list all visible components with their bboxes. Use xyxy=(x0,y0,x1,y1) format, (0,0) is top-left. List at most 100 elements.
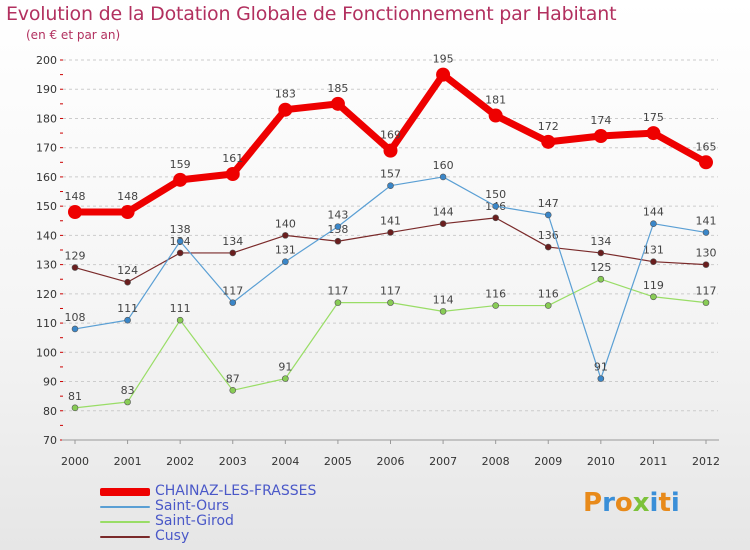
x-tick-label: 2004 xyxy=(271,455,299,468)
data-point xyxy=(439,220,447,227)
data-label: 131 xyxy=(275,244,296,257)
y-tick-label: 180 xyxy=(36,112,57,125)
data-point xyxy=(176,237,184,245)
data-point xyxy=(176,249,184,257)
data-point xyxy=(173,172,188,187)
data-point xyxy=(282,375,289,382)
x-tick-label: 2002 xyxy=(166,455,194,468)
y-tick-label: 80 xyxy=(43,405,57,418)
y-tick-label: 170 xyxy=(36,142,57,155)
data-point xyxy=(597,375,605,382)
data-label: 125 xyxy=(590,261,611,274)
data-label: 157 xyxy=(380,168,401,181)
data-label: 116 xyxy=(538,288,559,301)
data-label: 141 xyxy=(696,214,717,227)
data-label: 183 xyxy=(275,88,296,101)
data-label: 117 xyxy=(327,285,348,298)
data-point xyxy=(439,308,447,315)
data-label: 175 xyxy=(643,111,664,124)
data-point xyxy=(124,278,131,286)
x-tick-label: 2009 xyxy=(534,455,562,468)
y-tick-label: 160 xyxy=(36,171,57,184)
data-label: 134 xyxy=(590,235,611,248)
data-label: 195 xyxy=(433,53,454,66)
y-tick-label: 120 xyxy=(36,288,57,301)
data-label: 144 xyxy=(433,206,454,219)
data-label: 169 xyxy=(380,129,401,142)
y-tick-label: 110 xyxy=(36,317,57,330)
data-point xyxy=(593,129,608,143)
data-point xyxy=(124,398,131,406)
data-label: 91 xyxy=(594,361,608,374)
data-point xyxy=(488,108,503,123)
data-point xyxy=(544,243,552,251)
x-tick-label: 2012 xyxy=(692,455,720,468)
legend-label: Saint-Ours xyxy=(155,498,230,514)
data-point xyxy=(544,302,552,309)
x-tick-label: 2011 xyxy=(639,455,667,468)
data-label: 124 xyxy=(117,264,138,277)
x-tick-label: 2006 xyxy=(377,455,405,468)
legend-label: CHAINAZ-LES-FRASSES xyxy=(155,483,317,499)
chart-title: Evolution de la Dotation Globale de Fonc… xyxy=(6,3,617,25)
proxiti-logo: Proxiti xyxy=(583,488,680,518)
data-label: 159 xyxy=(170,158,191,171)
data-point xyxy=(71,325,79,333)
data-label: 140 xyxy=(275,217,296,230)
data-point xyxy=(282,232,289,239)
data-label: 130 xyxy=(696,247,717,260)
data-point xyxy=(334,237,342,245)
data-label: 111 xyxy=(170,302,191,315)
legend-swatch xyxy=(100,521,150,523)
x-tick-label: 2005 xyxy=(324,455,352,468)
data-point xyxy=(597,275,605,283)
data-label: 81 xyxy=(68,390,82,403)
data-point xyxy=(334,223,342,230)
data-label: 148 xyxy=(117,190,138,203)
data-label: 165 xyxy=(696,140,717,153)
data-point xyxy=(650,293,657,301)
series-line-chainaz-les-frasses xyxy=(71,71,710,216)
data-point xyxy=(229,249,237,257)
data-label: 141 xyxy=(380,214,401,227)
y-tick-label: 200 xyxy=(36,54,57,67)
data-label: 129 xyxy=(65,250,86,263)
data-point xyxy=(334,299,342,306)
data-point xyxy=(176,316,184,324)
data-label: 119 xyxy=(643,279,664,292)
data-point xyxy=(124,316,131,324)
legend-swatch xyxy=(100,536,150,538)
data-label: 117 xyxy=(222,285,243,298)
data-point xyxy=(120,205,135,219)
data-label: 117 xyxy=(696,285,717,298)
series-line-saint-girod xyxy=(74,278,707,409)
data-label: 148 xyxy=(65,190,86,203)
data-label: 160 xyxy=(433,159,454,172)
data-point xyxy=(225,167,240,181)
legend-label: Saint-Girod xyxy=(155,513,234,529)
x-tick-label: 2003 xyxy=(219,455,247,468)
data-point xyxy=(650,258,657,265)
data-label: 185 xyxy=(327,82,348,95)
legend-label: Cusy xyxy=(155,528,190,544)
data-point xyxy=(492,214,499,222)
data-label: 172 xyxy=(538,120,559,133)
data-point xyxy=(597,249,605,257)
chart-subtitle: (en € et par an) xyxy=(26,28,121,42)
data-point xyxy=(492,302,499,309)
data-point xyxy=(68,205,82,219)
y-tick-label: 100 xyxy=(36,346,57,359)
x-tick-label: 2001 xyxy=(114,455,142,468)
data-point xyxy=(387,229,394,236)
data-point xyxy=(330,96,345,111)
data-point xyxy=(282,258,289,265)
data-point xyxy=(541,134,556,149)
data-label: 83 xyxy=(121,384,135,397)
data-label: 117 xyxy=(380,285,401,298)
data-point xyxy=(439,173,447,181)
data-point xyxy=(383,143,398,158)
data-label: 161 xyxy=(222,152,243,165)
data-label: 134 xyxy=(222,235,243,248)
